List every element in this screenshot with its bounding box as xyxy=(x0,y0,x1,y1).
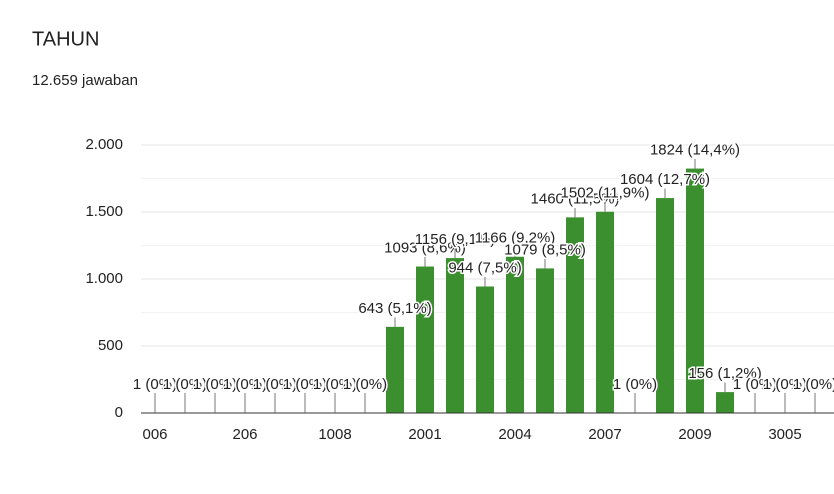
bar xyxy=(716,392,734,413)
bar xyxy=(506,257,524,413)
data-label: 1824 (14,4%) xyxy=(650,142,740,159)
data-label: 643 (5,1%) xyxy=(358,300,431,317)
y-tick-label: 2.000 xyxy=(85,136,123,153)
bar xyxy=(596,212,614,413)
y-tick-label: 500 xyxy=(98,337,123,354)
x-tick-label: 3005 xyxy=(768,426,801,443)
data-label: 1 (0%) xyxy=(793,376,834,393)
data-label: 1 (0%) xyxy=(343,376,387,393)
y-tick-label: 0 xyxy=(115,404,123,421)
bar xyxy=(656,198,674,413)
data-label: 1079 (8,5%) xyxy=(504,241,586,258)
bar xyxy=(446,258,464,413)
data-label: 1 (0%) xyxy=(613,376,657,393)
bar xyxy=(386,327,404,413)
x-tick-label: 206 xyxy=(232,426,257,443)
y-tick-label: 1.000 xyxy=(85,270,123,287)
x-tick-label: 006 xyxy=(142,426,167,443)
bar xyxy=(536,268,554,413)
title: TAHUN xyxy=(32,28,99,50)
bar xyxy=(416,267,434,413)
data-label: 944 (7,5%) xyxy=(448,259,521,276)
subtitle: 12.659 jawaban xyxy=(32,72,138,89)
data-label: 1604 (12,7%) xyxy=(620,171,710,188)
bar xyxy=(476,287,494,413)
x-tick-label: 2009 xyxy=(678,426,711,443)
x-tick-label: 2007 xyxy=(588,426,621,443)
x-tick-label: 2004 xyxy=(498,426,531,443)
x-tick-label: 2001 xyxy=(408,426,441,443)
x-tick-label: 1008 xyxy=(318,426,351,443)
y-tick-label: 1.500 xyxy=(85,203,123,220)
